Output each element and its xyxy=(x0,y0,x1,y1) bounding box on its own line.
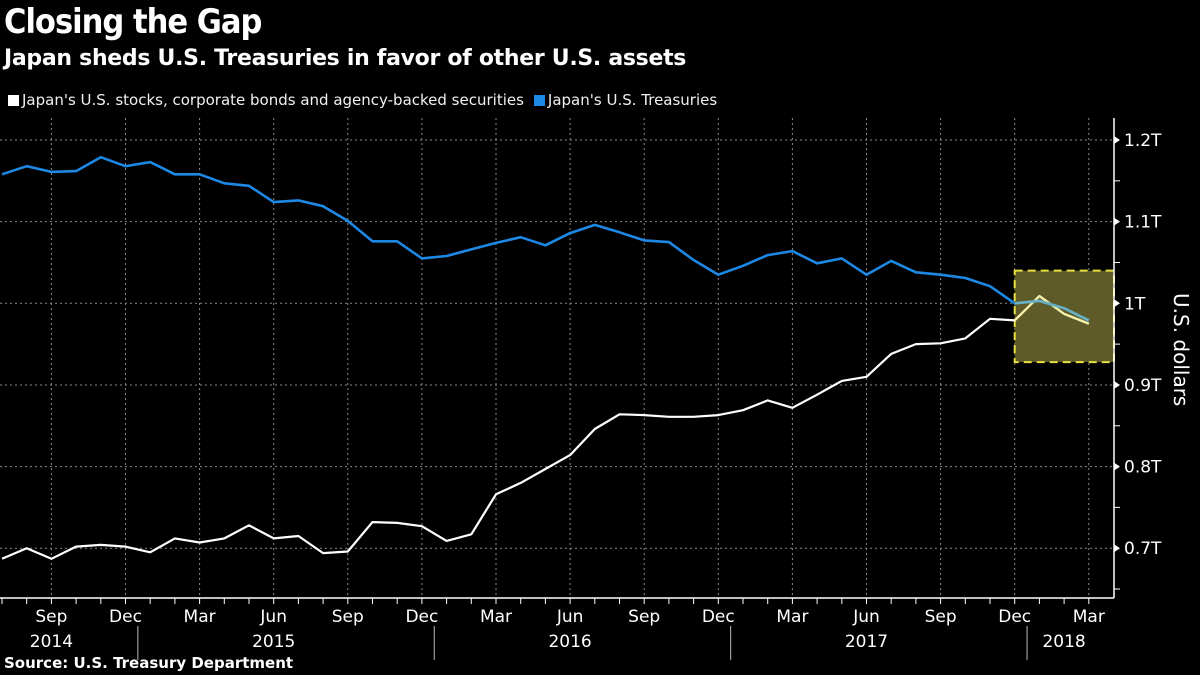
y-tick-labels: 1.2T 1.1T 1T 0.9T 0.8T 0.7T xyxy=(1124,131,1162,559)
y-tick-marker xyxy=(1114,299,1120,308)
y-tick-label: 1.1T xyxy=(1124,213,1162,233)
x-tick-label: Mar xyxy=(776,607,808,627)
y-tick-label: 1T xyxy=(1124,294,1146,314)
chart-title: Closing the Gap xyxy=(4,2,262,42)
chart-subtitle: Japan sheds U.S. Treasuries in favor of … xyxy=(4,46,687,71)
axes xyxy=(0,118,1120,660)
legend-item-treasuries: Japan's U.S. Treasuries xyxy=(533,91,718,109)
x-tick-label: Sep xyxy=(628,607,660,627)
series-line-treasuries xyxy=(1,155,1090,322)
x-year-label: 2017 xyxy=(845,632,888,652)
x-tick-label: Jun xyxy=(852,607,880,627)
x-year-label: 2018 xyxy=(1042,632,1085,652)
x-tick-label: Sep xyxy=(925,607,957,627)
source-note: Source: U.S. Treasury Department xyxy=(4,654,294,672)
x-tick-label: Jun xyxy=(259,607,287,627)
y-tick-label: 0.9T xyxy=(1124,376,1162,396)
x-tick-label: Dec xyxy=(405,607,438,627)
highlight-layer xyxy=(1013,269,1116,364)
x-tick-labels: Sep Dec Mar Jun Sep Dec Mar Jun Sep Dec Mar Jun Sep D… xyxy=(30,607,1105,652)
y-tick-marker xyxy=(1114,380,1120,389)
y-tick-label: 1.2T xyxy=(1124,131,1162,151)
x-year-label: 2016 xyxy=(548,632,591,652)
x-tick-label: Dec xyxy=(109,607,142,627)
y-tick-marker xyxy=(1114,462,1120,471)
legend-label-treasuries: Japan's U.S. Treasuries xyxy=(547,91,718,109)
x-year-label: 2014 xyxy=(30,632,73,652)
x-tick-label: Dec xyxy=(998,607,1031,627)
legend-item-other-assets: Japan's U.S. stocks, corporate bonds and… xyxy=(8,91,524,109)
grid xyxy=(0,118,1114,598)
series-highlight-treasuries xyxy=(1014,299,1090,322)
series-line-other-assets xyxy=(1,294,1090,560)
y-axis-label: U.S. dollars xyxy=(1169,293,1193,406)
x-year-label: 2015 xyxy=(252,632,295,652)
x-tick-label: Sep xyxy=(332,607,364,627)
x-tick-label: Mar xyxy=(480,607,512,627)
x-tick-label: Mar xyxy=(1073,607,1105,627)
legend-label-other-assets: Japan's U.S. stocks, corporate bonds and… xyxy=(22,91,524,109)
x-tick-label: Mar xyxy=(184,607,216,627)
legend: Japan's U.S. stocks, corporate bonds and… xyxy=(8,91,717,109)
y-tick-marker xyxy=(1114,217,1120,226)
x-tick-label: Dec xyxy=(702,607,735,627)
y-tick-label: 0.8T xyxy=(1124,458,1162,478)
x-tick-label: Jun xyxy=(556,607,584,627)
y-tick-marker xyxy=(1114,136,1120,145)
y-tick-marker xyxy=(1114,544,1120,553)
legend-swatch-treasuries xyxy=(533,94,545,106)
highlight-box xyxy=(1013,269,1116,364)
y-tick-label: 0.7T xyxy=(1124,539,1162,559)
x-tick-label: Sep xyxy=(35,607,67,627)
series-lines xyxy=(1,155,1090,560)
legend-swatch-other-assets xyxy=(8,94,19,106)
